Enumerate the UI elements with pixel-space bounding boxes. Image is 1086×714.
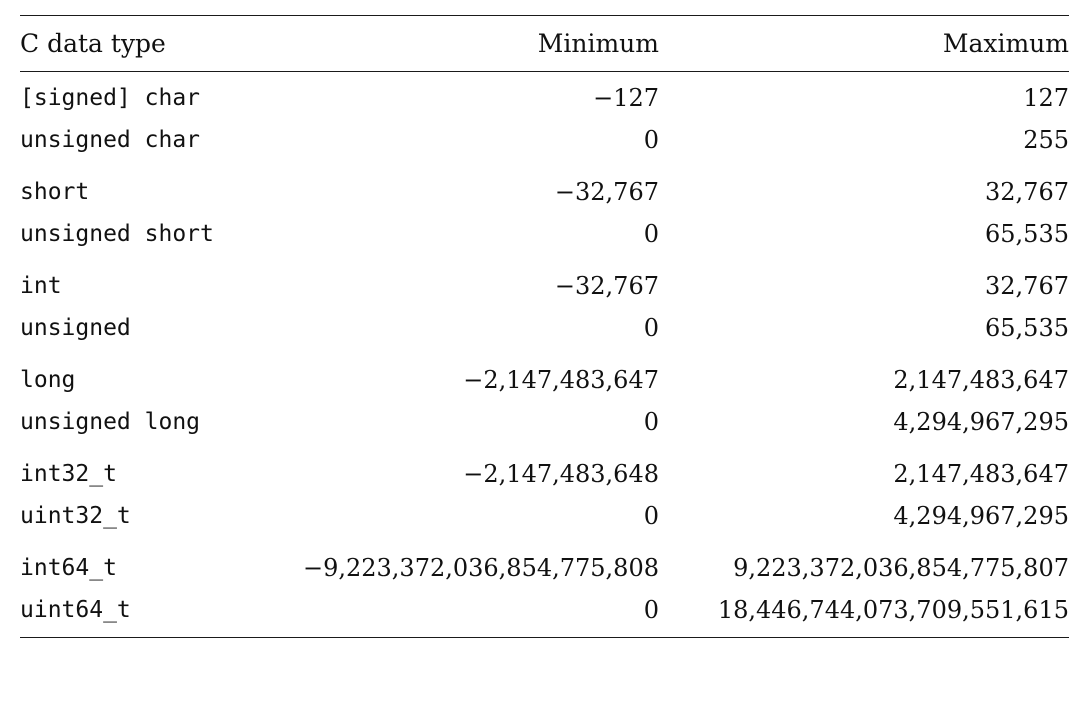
data-type-range-table-container: C data type Minimum Maximum [signed] cha… <box>20 15 1069 638</box>
row-minimum: −2,147,483,647 <box>463 366 659 394</box>
row-maximum: 65,535 <box>985 314 1069 342</box>
row-minimum: 0 <box>643 220 659 248</box>
row-minimum: −9,223,372,036,854,775,808 <box>302 554 659 582</box>
row-type: int64_t <box>20 555 117 581</box>
table-row: long −2,147,483,647 2,147,483,647 <box>20 349 1069 401</box>
row-type: int32_t <box>20 461 117 487</box>
row-type: unsigned short <box>20 221 214 247</box>
row-maximum: 9,223,372,036,854,775,807 <box>733 554 1069 582</box>
header-minimum: Minimum <box>537 29 659 58</box>
table-row: unsigned short 0 65,535 <box>20 213 1069 255</box>
table-row: unsigned char 0 255 <box>20 119 1069 161</box>
table-row: uint64_t 0 18,446,744,073,709,551,615 <box>20 589 1069 638</box>
table-row: int64_t −9,223,372,036,854,775,808 9,223… <box>20 537 1069 589</box>
row-type: long <box>20 367 76 393</box>
row-minimum: −2,147,483,648 <box>463 460 659 488</box>
row-type: short <box>20 179 90 205</box>
header-maximum: Maximum <box>942 29 1069 58</box>
table-header-row: C data type Minimum Maximum <box>20 15 1069 72</box>
row-maximum: 127 <box>1023 84 1069 112</box>
table-row: [signed] char −127 127 <box>20 72 1069 120</box>
row-minimum: 0 <box>643 408 659 436</box>
row-type: uint32_t <box>20 503 131 529</box>
row-minimum: 0 <box>643 502 659 530</box>
row-type: [signed] char <box>20 85 201 111</box>
row-minimum: 0 <box>643 126 659 154</box>
row-type: unsigned long <box>20 409 201 435</box>
row-maximum: 4,294,967,295 <box>893 502 1069 530</box>
row-minimum: −127 <box>593 84 659 112</box>
row-maximum: 2,147,483,647 <box>893 366 1069 394</box>
row-minimum: −32,767 <box>554 272 659 300</box>
header-type: C data type <box>20 29 166 58</box>
row-maximum: 65,535 <box>985 220 1069 248</box>
row-minimum: −32,767 <box>554 178 659 206</box>
row-maximum: 32,767 <box>985 178 1069 206</box>
table-row: int −32,767 32,767 <box>20 255 1069 307</box>
table-row: unsigned 0 65,535 <box>20 307 1069 349</box>
table-row: int32_t −2,147,483,648 2,147,483,647 <box>20 443 1069 495</box>
row-maximum: 255 <box>1023 126 1069 154</box>
row-type: int <box>20 273 62 299</box>
table-row: unsigned long 0 4,294,967,295 <box>20 401 1069 443</box>
row-minimum: 0 <box>643 596 659 624</box>
row-maximum: 2,147,483,647 <box>893 460 1069 488</box>
row-type: unsigned char <box>20 127 201 153</box>
table-row: uint32_t 0 4,294,967,295 <box>20 495 1069 537</box>
table-row: short −32,767 32,767 <box>20 161 1069 213</box>
row-minimum: 0 <box>643 314 659 342</box>
row-maximum: 4,294,967,295 <box>893 408 1069 436</box>
row-type: unsigned <box>20 315 131 341</box>
row-maximum: 18,446,744,073,709,551,615 <box>717 596 1069 624</box>
row-maximum: 32,767 <box>985 272 1069 300</box>
row-type: uint64_t <box>20 597 131 623</box>
data-type-range-table: C data type Minimum Maximum [signed] cha… <box>20 15 1069 638</box>
